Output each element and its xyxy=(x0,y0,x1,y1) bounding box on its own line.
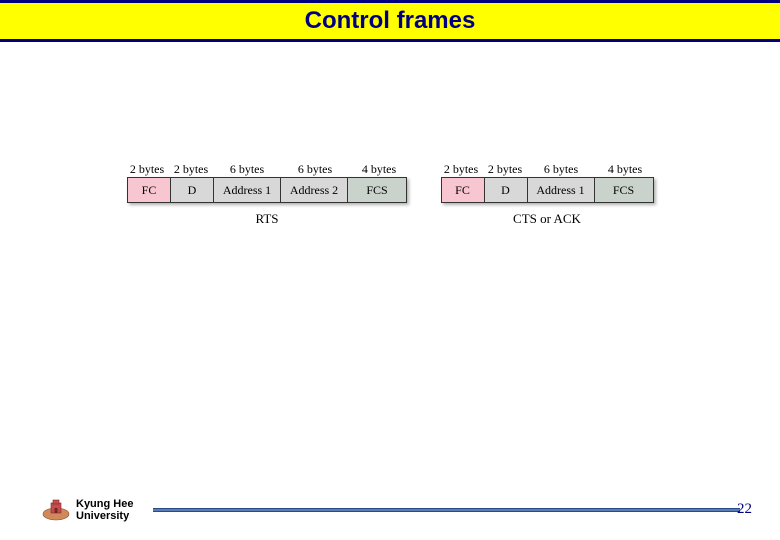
university-name: Kyung Hee University xyxy=(76,498,133,522)
frame-field: FCS xyxy=(594,177,654,203)
field-size-label: 4 bytes xyxy=(349,162,409,177)
field-size-label: 2 bytes xyxy=(483,162,527,177)
cts-frame: 2 bytes2 bytes6 bytes4 bytesFCDAddress 1… xyxy=(439,162,655,227)
university-line2: University xyxy=(76,510,133,522)
slide-title: Control frames xyxy=(305,7,476,35)
frame-caption: RTS xyxy=(255,211,278,227)
field-size-label: 2 bytes xyxy=(169,162,213,177)
size-labels-row: 2 bytes2 bytes6 bytes4 bytes xyxy=(439,162,655,177)
page-number: 22 xyxy=(737,501,752,518)
frame-field: D xyxy=(484,177,528,203)
university-line1: Kyung Hee xyxy=(76,498,133,510)
footer: Kyung Hee University 22 xyxy=(0,498,780,522)
university-logo-icon xyxy=(42,499,70,521)
university-block: Kyung Hee University xyxy=(42,498,133,522)
field-size-label: 2 bytes xyxy=(125,162,169,177)
frame-caption: CTS or ACK xyxy=(513,211,581,227)
frame-field: Address 1 xyxy=(527,177,595,203)
frame-field: FC xyxy=(441,177,485,203)
diagram-area: 2 bytes2 bytes6 bytes6 bytes4 bytesFCDAd… xyxy=(0,162,780,227)
frame-fields-row: FCDAddress 1FCS xyxy=(441,177,654,203)
frame-field: Address 1 xyxy=(213,177,281,203)
frame-field: FC xyxy=(127,177,171,203)
field-size-label: 6 bytes xyxy=(281,162,349,177)
field-size-label: 6 bytes xyxy=(213,162,281,177)
size-labels-row: 2 bytes2 bytes6 bytes6 bytes4 bytes xyxy=(125,162,409,177)
title-bar: Control frames xyxy=(0,0,780,42)
frame-fields-row: FCDAddress 1Address 2FCS xyxy=(127,177,407,203)
rts-frame: 2 bytes2 bytes6 bytes6 bytes4 bytesFCDAd… xyxy=(125,162,409,227)
frame-field: D xyxy=(170,177,214,203)
field-size-label: 6 bytes xyxy=(527,162,595,177)
field-size-label: 4 bytes xyxy=(595,162,655,177)
frame-field: FCS xyxy=(347,177,407,203)
footer-divider xyxy=(153,508,740,512)
field-size-label: 2 bytes xyxy=(439,162,483,177)
frame-field: Address 2 xyxy=(280,177,348,203)
